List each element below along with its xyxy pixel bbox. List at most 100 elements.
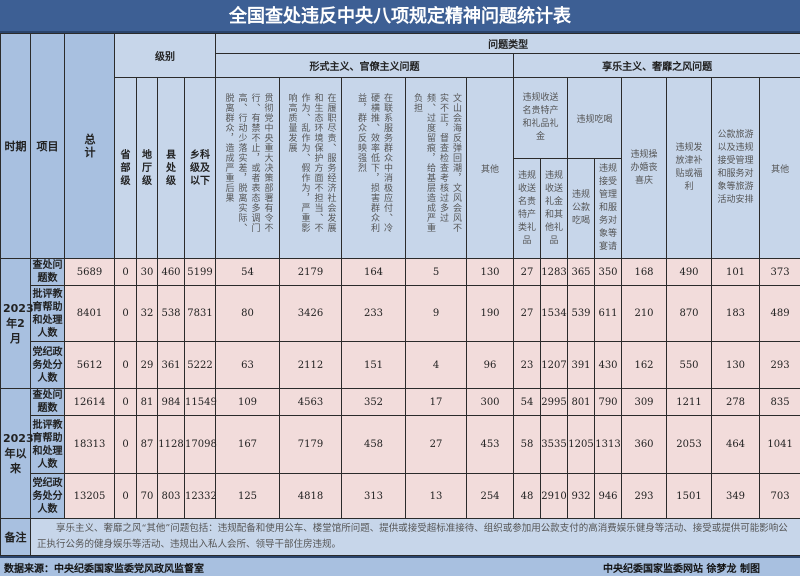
value-cell: 464 — [712, 416, 760, 474]
header-item: 项目 — [31, 34, 65, 259]
period-cell: 2023年2月 — [1, 259, 31, 389]
item-cell: 查处问题数 — [31, 389, 65, 416]
value-cell: 1207 — [541, 342, 568, 389]
value-cell: 365 — [568, 259, 595, 286]
header-hedonism-other: 其他 — [760, 78, 800, 259]
value-cell: 3535 — [541, 416, 568, 474]
value-cell: 984 — [158, 389, 185, 416]
value-cell: 1283 — [541, 259, 568, 286]
value-cell: 12332 — [185, 474, 216, 519]
value-cell: 293 — [622, 474, 667, 519]
value-cell: 5199 — [185, 259, 216, 286]
value-cell: 190 — [467, 286, 514, 342]
value-cell: 13205 — [65, 474, 115, 519]
value-cell: 29 — [137, 342, 158, 389]
value-cell: 48 — [514, 474, 541, 519]
value-cell: 1205 — [568, 416, 595, 474]
header-formalism: 形式主义、官僚主义问题 — [216, 54, 514, 78]
period-cell: 2023年以来 — [1, 389, 31, 519]
value-cell: 151 — [342, 342, 406, 389]
value-cell: 7831 — [185, 286, 216, 342]
value-cell: 611 — [595, 286, 622, 342]
value-cell: 458 — [342, 416, 406, 474]
note-text: 享乐主义、奢靡之风“其他”问题包括：违规配备和使用公车、楼堂馆所问题、提供或接受… — [31, 519, 800, 556]
header-formalism-2: 在履职尽责、服务经济社会发展和生态环境保护方面不担当、不作为、乱作为、假作为，严… — [280, 78, 342, 259]
header-gifts-specialty: 违规收送名贵特产类礼品 — [514, 159, 541, 259]
value-cell: 2179 — [280, 259, 342, 286]
header-subsidies: 违规发放津补贴或福利 — [667, 78, 712, 259]
value-cell: 5689 — [65, 259, 115, 286]
value-cell: 1128 — [158, 416, 185, 474]
header-period: 时期 — [1, 34, 31, 259]
header-level-county: 县处级 — [158, 78, 185, 259]
header-level: 级别 — [115, 34, 216, 78]
value-cell: 63 — [216, 342, 280, 389]
value-cell: 130 — [467, 259, 514, 286]
value-cell: 309 — [622, 389, 667, 416]
value-cell: 130 — [712, 342, 760, 389]
header-formalism-4: 文山会海反弹回潮，文风会风不实不正，督查检查考核过多过频、过度留痕，给基层造成严… — [406, 78, 467, 259]
value-cell: 946 — [595, 474, 622, 519]
value-cell: 5612 — [65, 342, 115, 389]
value-cell: 278 — [712, 389, 760, 416]
item-cell: 批评教育帮助和处理人数 — [31, 416, 65, 474]
value-cell: 4818 — [280, 474, 342, 519]
header-level-provincial: 省部级 — [115, 78, 137, 259]
value-cell: 0 — [115, 416, 137, 474]
value-cell: 164 — [342, 259, 406, 286]
header-formalism-1: 贯彻党中央重大决策部署有令不行、有禁不止，或者表态多调门高、行动少落实差，脱离实… — [216, 78, 280, 259]
item-cell: 查处问题数 — [31, 259, 65, 286]
value-cell: 300 — [467, 389, 514, 416]
value-cell: 54 — [216, 259, 280, 286]
value-cell: 0 — [115, 259, 137, 286]
value-cell: 162 — [622, 342, 667, 389]
value-cell: 101 — [712, 259, 760, 286]
value-cell: 550 — [667, 342, 712, 389]
value-cell: 490 — [667, 259, 712, 286]
value-cell: 352 — [342, 389, 406, 416]
value-cell: 11549 — [185, 389, 216, 416]
data-source: 数据来源：中央纪委国家监委党风政风监督室 — [4, 560, 204, 575]
value-cell: 70 — [137, 474, 158, 519]
value-cell: 80 — [216, 286, 280, 342]
value-cell: 1313 — [595, 416, 622, 474]
value-cell: 109 — [216, 389, 280, 416]
value-cell: 1211 — [667, 389, 712, 416]
value-cell: 1534 — [541, 286, 568, 342]
value-cell: 7179 — [280, 416, 342, 474]
value-cell: 168 — [622, 259, 667, 286]
value-cell: 2112 — [280, 342, 342, 389]
value-cell: 81 — [137, 389, 158, 416]
value-cell: 313 — [342, 474, 406, 519]
value-cell: 5222 — [185, 342, 216, 389]
item-cell: 批评教育帮助和处理人数 — [31, 286, 65, 342]
value-cell: 233 — [342, 286, 406, 342]
item-cell: 党纪政务处分人数 — [31, 474, 65, 519]
note-label: 备注 — [1, 519, 31, 556]
header-hedonism: 享乐主义、奢靡之风问题 — [514, 54, 800, 78]
value-cell: 870 — [667, 286, 712, 342]
header-level-township: 乡科级及以下 — [185, 78, 216, 259]
value-cell: 801 — [568, 389, 595, 416]
value-cell: 0 — [115, 474, 137, 519]
value-cell: 0 — [115, 286, 137, 342]
footer: 数据来源：中央纪委国家监委党风政风监督室 中央纪委国家监委网站 徐梦龙 制图 — [0, 556, 800, 576]
value-cell: 23 — [514, 342, 541, 389]
value-cell: 8401 — [65, 286, 115, 342]
header-weddings: 违规操办婚丧喜庆 — [622, 78, 667, 259]
value-cell: 1041 — [760, 416, 800, 474]
value-cell: 430 — [595, 342, 622, 389]
value-cell: 489 — [760, 286, 800, 342]
value-cell: 293 — [760, 342, 800, 389]
value-cell: 391 — [568, 342, 595, 389]
header-dining-banquet: 违规接受管理和服务对象等宴请 — [595, 159, 622, 259]
value-cell: 17098 — [185, 416, 216, 474]
value-cell: 349 — [712, 474, 760, 519]
value-cell: 54 — [514, 389, 541, 416]
value-cell: 4563 — [280, 389, 342, 416]
value-cell: 538 — [158, 286, 185, 342]
